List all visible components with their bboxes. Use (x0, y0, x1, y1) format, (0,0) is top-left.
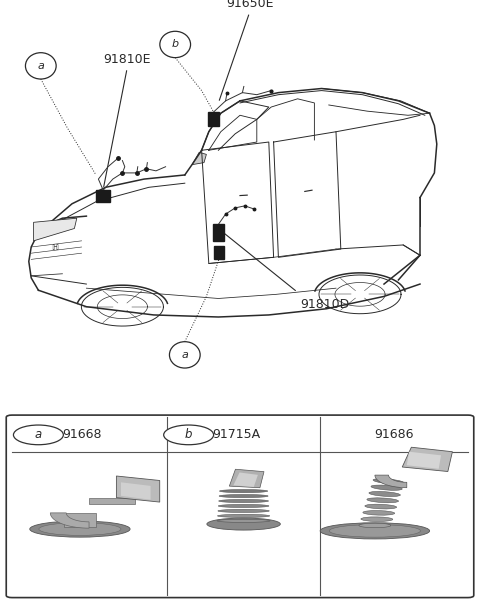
Circle shape (25, 53, 56, 79)
Text: 91810E: 91810E (104, 53, 151, 66)
FancyBboxPatch shape (6, 415, 474, 597)
Ellipse shape (363, 511, 395, 515)
Circle shape (160, 31, 191, 58)
Text: ℍ: ℍ (52, 243, 59, 251)
Polygon shape (89, 498, 134, 504)
Polygon shape (64, 513, 96, 527)
Text: b: b (172, 40, 179, 49)
Ellipse shape (373, 478, 404, 484)
Ellipse shape (369, 492, 400, 496)
Bar (214, 246, 224, 260)
Ellipse shape (359, 523, 391, 528)
Circle shape (169, 342, 200, 368)
Text: 91715A: 91715A (213, 429, 261, 441)
Ellipse shape (361, 517, 393, 522)
Text: 91810D: 91810D (300, 299, 349, 311)
Ellipse shape (219, 499, 268, 502)
Polygon shape (402, 447, 452, 472)
Polygon shape (121, 482, 151, 500)
Bar (96, 190, 110, 202)
Polygon shape (233, 472, 258, 487)
Polygon shape (407, 452, 441, 469)
Circle shape (13, 425, 63, 445)
Ellipse shape (365, 504, 396, 509)
Text: 91686: 91686 (374, 429, 414, 441)
Ellipse shape (39, 523, 121, 535)
Polygon shape (192, 152, 206, 165)
Bar (213, 224, 224, 241)
Ellipse shape (217, 514, 270, 517)
Text: a: a (35, 429, 42, 441)
Polygon shape (116, 476, 160, 502)
Ellipse shape (367, 498, 398, 502)
Polygon shape (229, 469, 264, 488)
Text: a: a (181, 350, 188, 360)
Polygon shape (375, 475, 407, 487)
Ellipse shape (218, 509, 269, 513)
Text: 91650E: 91650E (226, 0, 273, 10)
Ellipse shape (320, 523, 430, 539)
Ellipse shape (217, 519, 270, 522)
Ellipse shape (219, 489, 268, 493)
Ellipse shape (30, 521, 130, 537)
Ellipse shape (371, 485, 402, 490)
Polygon shape (50, 513, 89, 528)
Text: 91668: 91668 (62, 429, 101, 441)
Ellipse shape (207, 518, 280, 530)
Ellipse shape (219, 495, 268, 498)
Text: a: a (37, 61, 44, 71)
Polygon shape (34, 218, 77, 241)
Ellipse shape (329, 525, 420, 537)
Ellipse shape (218, 504, 269, 507)
Text: b: b (185, 429, 192, 441)
Bar (208, 112, 219, 126)
Circle shape (164, 425, 214, 445)
